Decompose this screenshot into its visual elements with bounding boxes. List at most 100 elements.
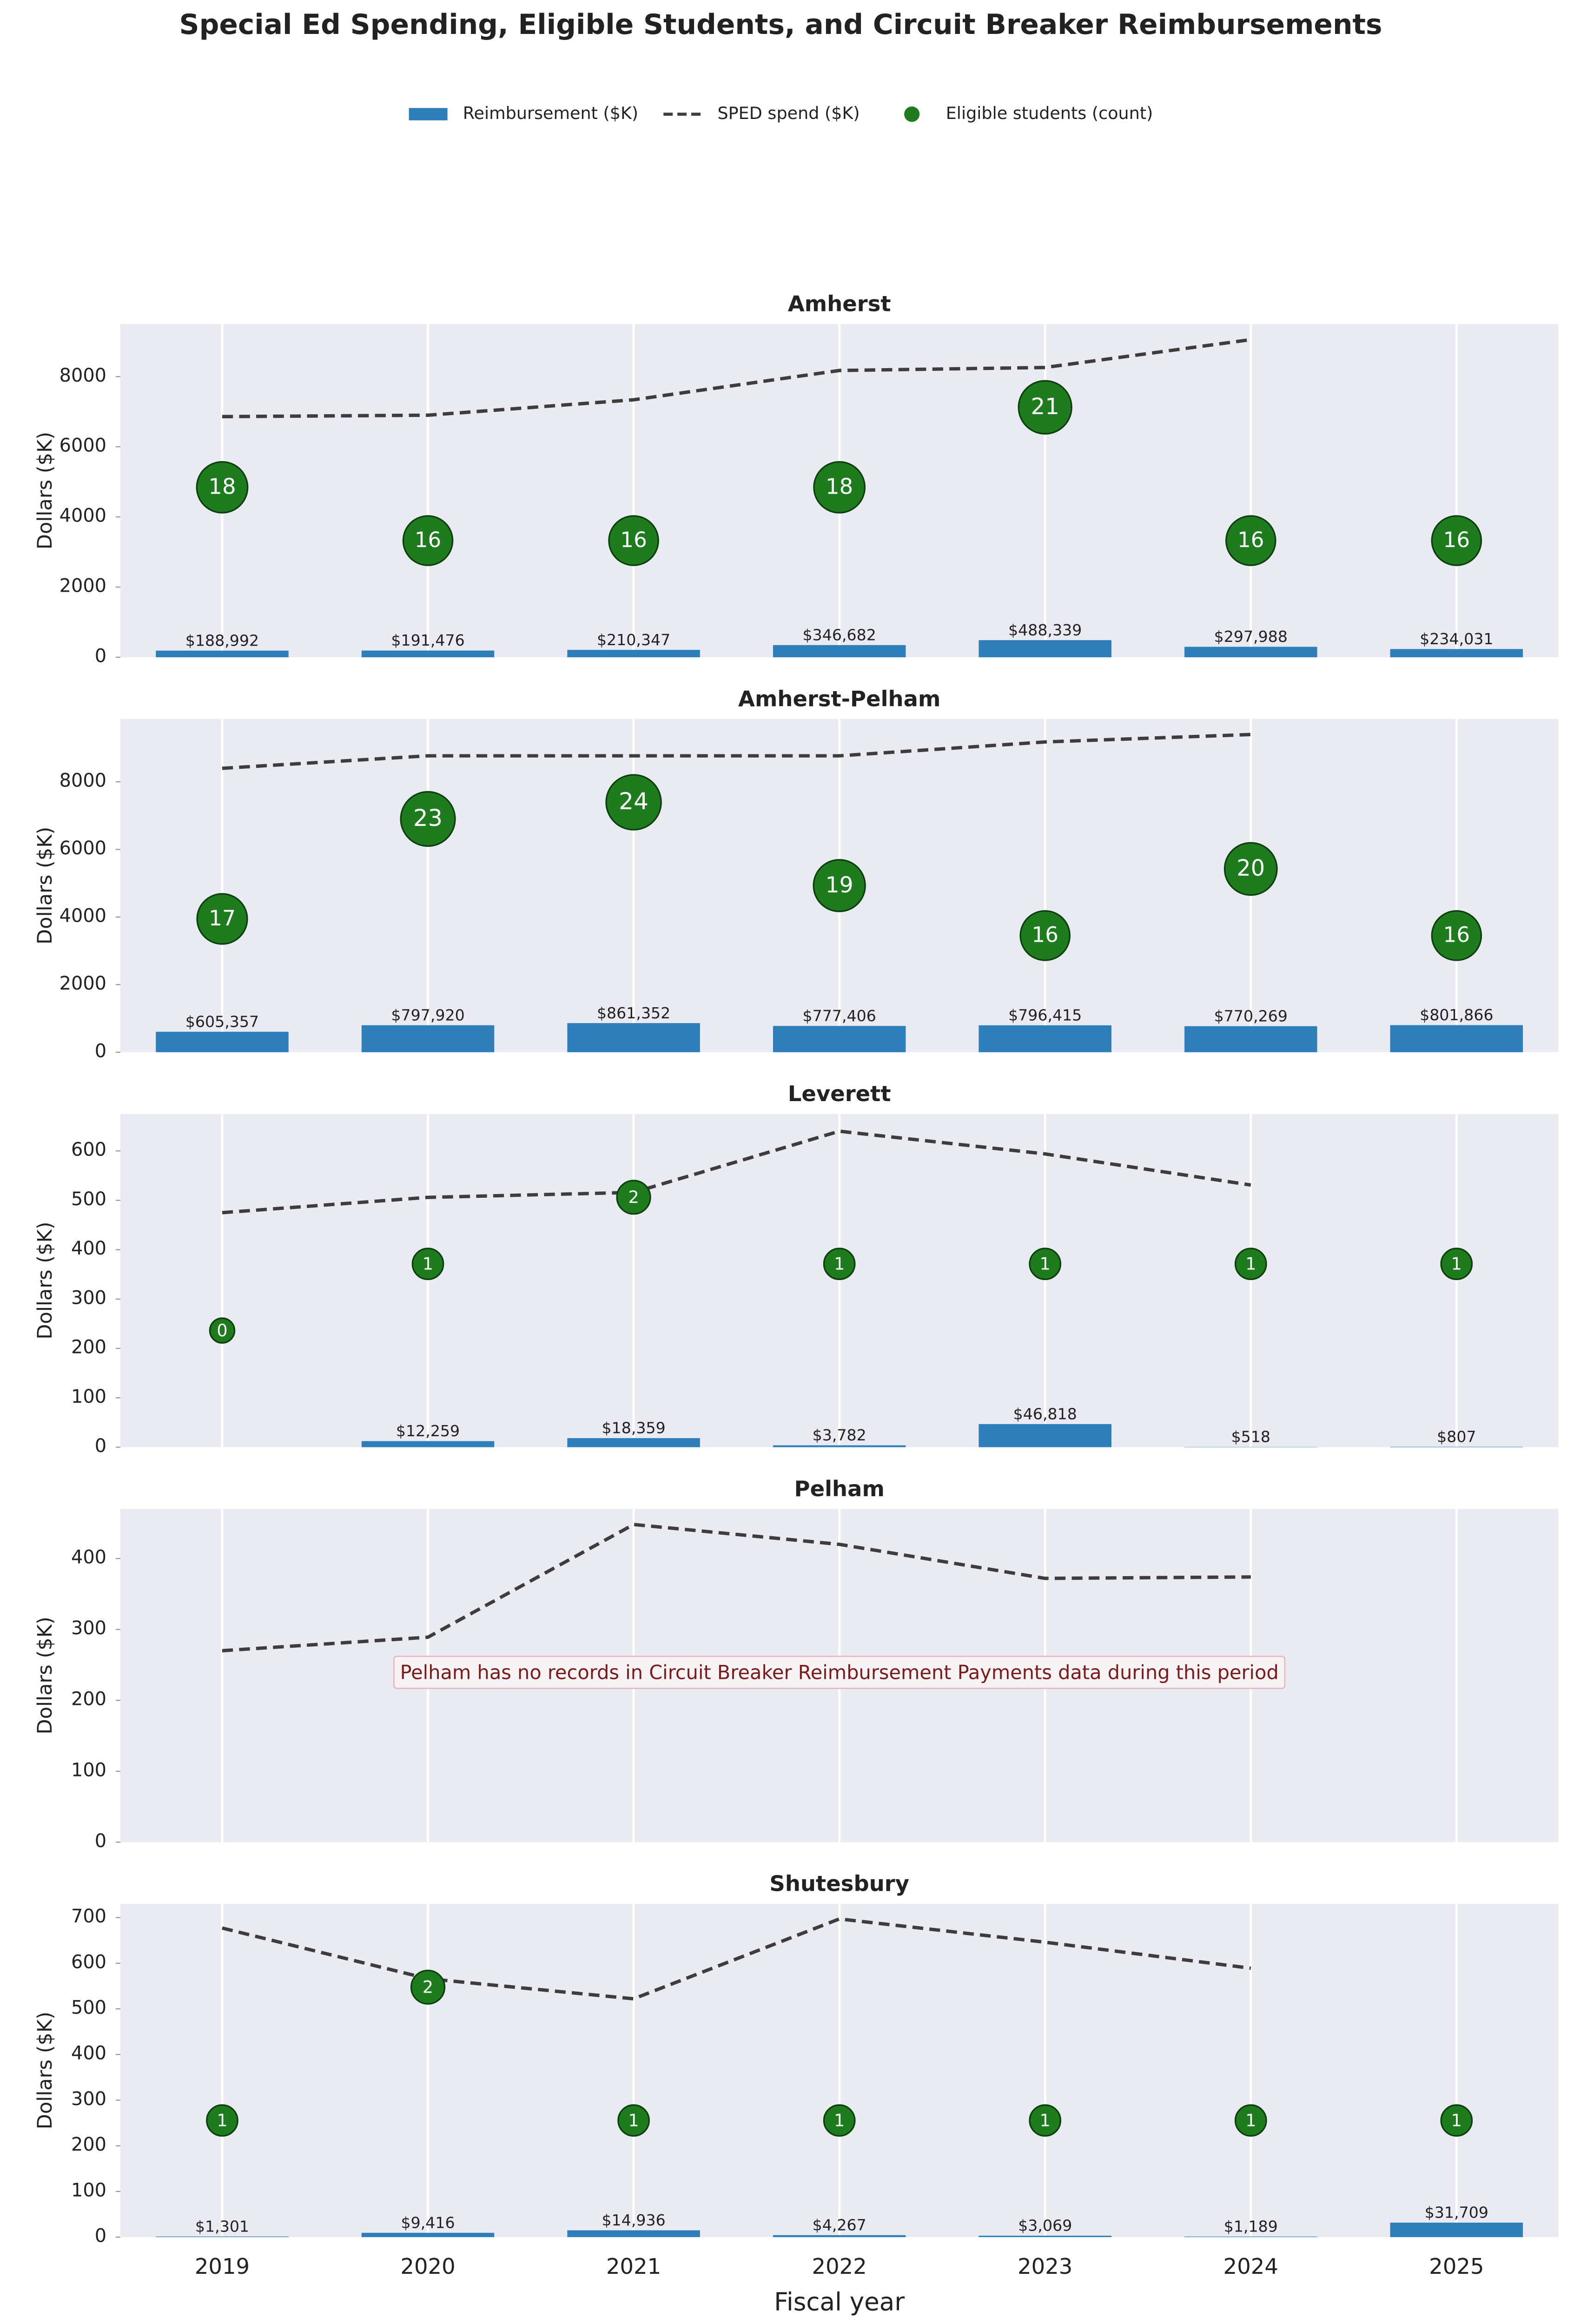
bar-value-label: $1,301 xyxy=(195,2217,249,2235)
y-axis-label: Dollars ($K) xyxy=(33,1617,57,1734)
student-marker xyxy=(617,2104,650,2137)
bar xyxy=(1184,1026,1317,1052)
x-tick-label: 2019 xyxy=(195,2254,250,2279)
bar-value-label: $234,031 xyxy=(1420,630,1493,648)
legend-label: Eligible students (count) xyxy=(946,103,1153,123)
legend-swatch xyxy=(409,108,448,120)
bar xyxy=(978,1025,1111,1052)
legend-swatch xyxy=(904,106,920,122)
student-count-label: 16 xyxy=(1443,923,1470,947)
student-marker xyxy=(1440,1248,1473,1281)
student-count-label: 21 xyxy=(1031,394,1059,420)
bar xyxy=(1390,1025,1523,1052)
bar-value-label: $861,352 xyxy=(597,1004,670,1022)
student-count-label: 1 xyxy=(1040,1254,1051,1274)
legend-label: Reimbursement ($K) xyxy=(463,103,638,123)
student-count-label: 16 xyxy=(1443,528,1470,552)
x-tick-label: 2024 xyxy=(1223,2254,1278,2279)
y-tick-label: 500 xyxy=(71,1997,106,2018)
student-count-label: 18 xyxy=(826,474,853,499)
y-tick-label: 8000 xyxy=(59,770,106,792)
panel-title: Leverett xyxy=(788,1081,891,1106)
panel-title: Shutesbury xyxy=(769,1871,909,1896)
student-marker xyxy=(1440,2104,1473,2137)
bar-value-label: $801,866 xyxy=(1420,1006,1493,1024)
student-marker xyxy=(206,2104,238,2137)
bar xyxy=(773,1445,906,1447)
figure-title: Special Ed Spending, Eligible Students, … xyxy=(179,9,1382,41)
y-axis-label: Dollars ($K) xyxy=(33,1221,57,1339)
bar-value-label: $770,269 xyxy=(1214,1007,1288,1025)
spend-line xyxy=(222,1917,1251,2001)
y-tick-label: 200 xyxy=(71,1337,106,1358)
student-count-label: 17 xyxy=(209,905,236,931)
x-tick-label: 2021 xyxy=(606,2254,661,2279)
student-count-label: 1 xyxy=(834,2110,845,2130)
legend-label: SPED spend ($K) xyxy=(717,103,859,123)
student-count-label: 1 xyxy=(1451,1254,1462,1274)
bar xyxy=(567,2230,700,2238)
bar-value-label: $4,267 xyxy=(813,2216,866,2234)
spend-line xyxy=(222,1129,1251,1215)
bar-value-label: $31,709 xyxy=(1425,2203,1488,2221)
bar xyxy=(361,2232,495,2238)
bar-value-label: $488,339 xyxy=(1008,621,1082,639)
y-axis-label: Dollars ($K) xyxy=(33,2012,57,2129)
y-tick-label: 600 xyxy=(71,1951,106,1973)
y-tick-label: 200 xyxy=(71,1689,106,1710)
bar xyxy=(978,640,1111,658)
bar-value-label: $605,357 xyxy=(185,1012,259,1030)
y-tick-label: 0 xyxy=(95,646,106,667)
annotation-box xyxy=(393,1656,1286,1689)
bar-value-label: $188,992 xyxy=(185,631,259,649)
student-marker xyxy=(402,515,454,566)
student-marker xyxy=(1029,1248,1062,1281)
panel-title: Pelham xyxy=(794,1476,885,1501)
bar xyxy=(978,1424,1111,1447)
student-marker xyxy=(1225,515,1276,566)
bar-value-label: $3,069 xyxy=(1018,2217,1072,2235)
y-tick-label: 700 xyxy=(71,1906,106,1927)
x-axis-label: Fiscal year xyxy=(774,2287,905,2316)
student-marker xyxy=(196,461,249,514)
y-tick-label: 300 xyxy=(71,2088,106,2110)
student-count-label: 19 xyxy=(826,872,853,898)
y-tick-label: 0 xyxy=(95,2225,106,2247)
student-marker xyxy=(616,1180,651,1215)
y-tick-label: 400 xyxy=(71,2043,106,2064)
bar-value-label: $12,259 xyxy=(396,1422,460,1440)
student-marker xyxy=(400,791,456,847)
y-tick-label: 400 xyxy=(71,1238,106,1259)
bar xyxy=(361,1025,495,1052)
y-tick-label: 0 xyxy=(95,1040,106,1062)
panel-title: Amherst-Pelham xyxy=(738,686,940,711)
student-marker xyxy=(813,859,866,912)
student-marker xyxy=(605,774,662,831)
student-count-label: 1 xyxy=(834,1254,845,1274)
bar xyxy=(773,1026,906,1052)
student-marker xyxy=(1019,910,1071,961)
student-count-label: 16 xyxy=(415,528,441,552)
bar-value-label: $797,920 xyxy=(391,1006,464,1024)
bar-value-label: $297,988 xyxy=(1214,627,1288,646)
student-count-label: 2 xyxy=(423,1977,433,1997)
bar-value-label: $1,189 xyxy=(1224,2217,1278,2235)
bar xyxy=(1390,2222,1523,2238)
student-marker xyxy=(1234,2104,1267,2137)
student-marker xyxy=(1234,1248,1267,1281)
x-tick-label: 2022 xyxy=(812,2254,867,2279)
student-marker xyxy=(823,2104,856,2137)
student-count-label: 1 xyxy=(628,2110,639,2130)
bar-value-label: $777,406 xyxy=(803,1007,876,1025)
x-tick-label: 2020 xyxy=(400,2254,455,2279)
y-tick-label: 6000 xyxy=(59,838,106,859)
y-axis-label: Dollars ($K) xyxy=(33,432,57,549)
bar-value-label: $14,936 xyxy=(602,2211,665,2229)
student-marker xyxy=(209,1317,236,1344)
student-count-label: 2 xyxy=(628,1187,639,1207)
bar xyxy=(156,1031,289,1052)
y-tick-label: 200 xyxy=(71,2134,106,2155)
bar-value-label: $346,682 xyxy=(803,626,876,644)
bar-value-label: $46,818 xyxy=(1013,1405,1077,1423)
student-count-label: 20 xyxy=(1236,856,1265,881)
